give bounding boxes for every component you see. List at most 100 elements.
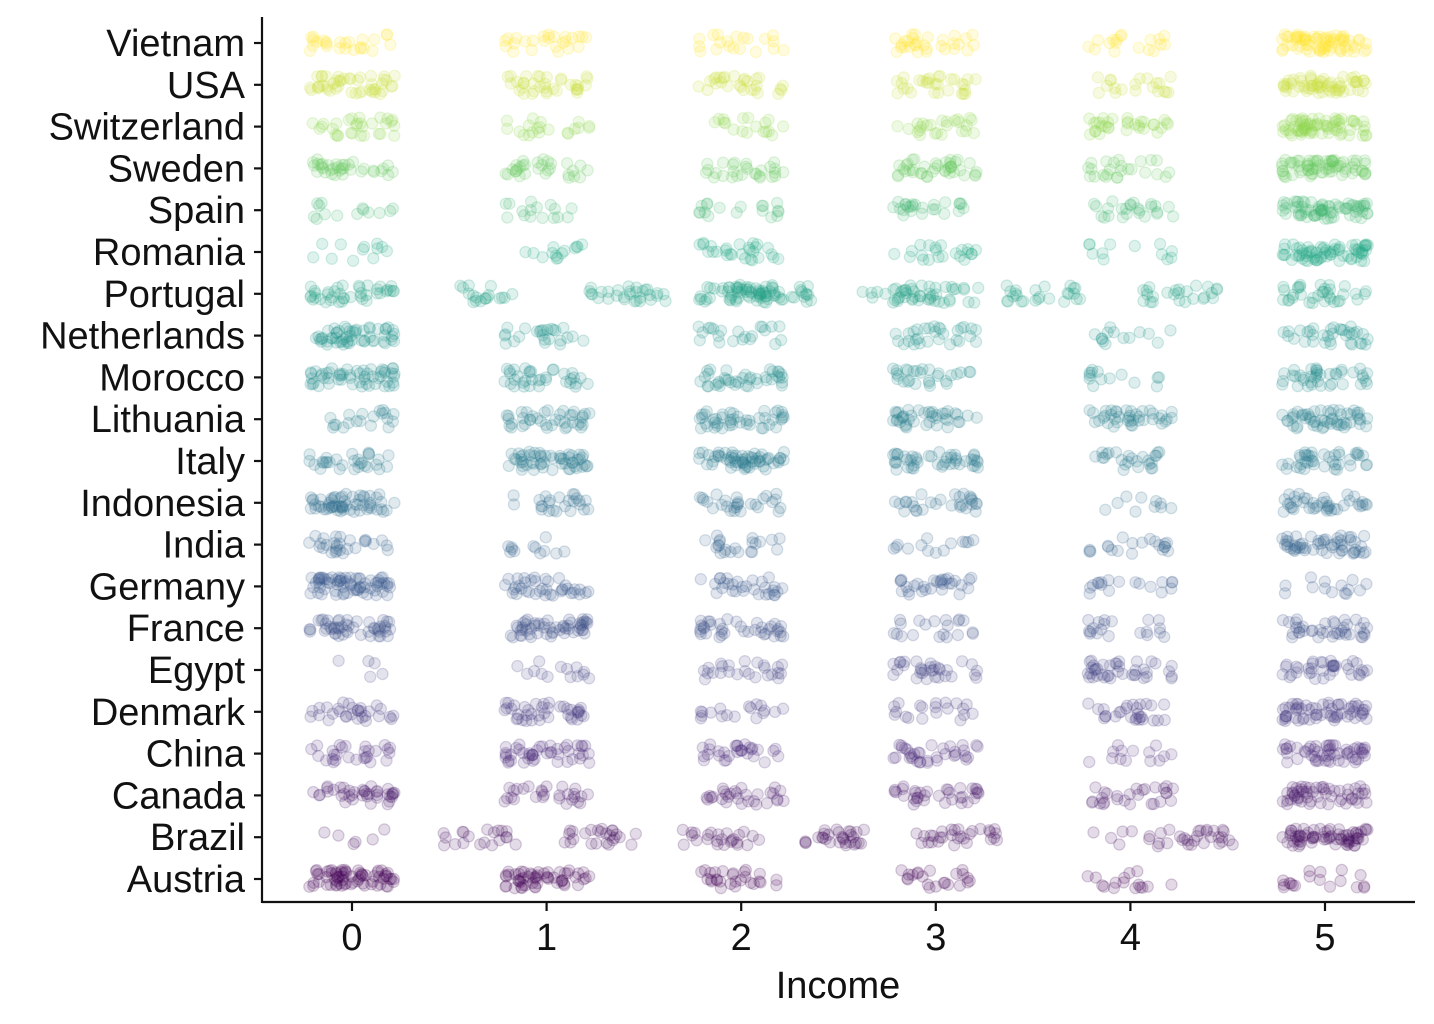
data-point-vietnam-x5 [1300,43,1313,56]
data-point-canada-x1 [498,795,511,808]
data-point-vietnam-x2 [693,40,706,53]
data-point-canada-x0 [365,780,378,793]
data-point-canada-x5 [1276,795,1290,808]
data-point-portugal-offgrid [923,280,936,293]
data-point-canada-x2 [735,797,748,811]
data-point-brazil-offgrid [833,836,846,849]
data-point-egypt-x3 [887,657,900,671]
data-point-vietnam-x5 [1324,30,1337,43]
data-point-denmark-x5 [1332,698,1345,711]
data-point-china-x2 [696,741,710,754]
data-point-lithuania-x1 [578,407,592,421]
data-point-usa-x0 [343,71,356,85]
data-point-morocco-x2 [776,371,789,384]
data-point-austria-x1 [525,868,539,881]
data-point-indonesia-x2 [769,493,782,506]
data-point-canada-x2 [728,785,742,798]
data-point-france-x2 [694,627,708,641]
data-point-china-x3 [970,739,983,752]
data-point-netherlands-x3 [932,333,946,346]
data-point-sweden-x4 [1121,162,1135,176]
data-point-usa-x0 [386,79,399,93]
y-tick-label-indonesia: Indonesia [80,483,246,525]
data-point-indonesia-x5 [1288,490,1302,503]
data-point-morocco-x3 [963,365,976,378]
data-point-china-x0 [383,741,397,754]
data-point-china-x0 [358,745,371,758]
data-point-brazil-x5 [1284,827,1297,840]
data-point-vietnam-x1 [507,45,520,59]
data-point-canada-x4 [1166,782,1180,795]
data-point-egypt-x1 [511,659,524,673]
data-point-denmark-x0 [374,702,387,716]
data-point-lithuania-x0 [350,415,363,428]
data-point-italy-x5 [1282,457,1295,470]
data-point-switzerland-x4 [1137,122,1151,135]
data-point-usa-x0 [355,85,369,98]
data-point-usa-x5 [1322,77,1335,91]
data-point-netherlands-x4 [1104,321,1117,334]
data-point-austria-x0 [331,871,344,885]
data-point-austria-x1 [555,875,568,888]
data-point-brazil-offgrid [676,823,690,837]
data-point-china-x2 [731,745,744,759]
data-point-china-x3 [903,751,916,765]
data-point-china-x1 [499,746,512,760]
data-point-egypt-x3 [968,668,982,682]
data-point-canada-x4 [1110,789,1124,803]
data-point-sweden-x5 [1335,168,1349,182]
data-point-brazil-x5 [1293,838,1307,851]
data-point-germany-x5 [1318,582,1332,595]
data-point-switzerland-x3 [948,114,962,127]
data-point-denmark-x2 [720,709,734,722]
data-point-brazil-x5 [1359,822,1372,836]
data-point-portugal-x3 [972,281,985,295]
data-point-austria-x4 [1136,881,1149,894]
data-point-china-x1 [558,741,572,754]
data-point-morocco-x1 [564,372,578,386]
data-point-canada-x3 [961,796,974,809]
data-point-austria-x0 [310,863,323,877]
data-point-brazil-x5 [1318,826,1332,839]
data-point-canada-x0 [385,790,399,804]
data-point-austria-x2 [729,875,742,888]
data-point-canada-x3 [911,791,925,804]
data-point-china-x5 [1322,739,1335,752]
data-point-china-x1 [499,740,513,754]
data-point-brazil-offgrid [629,827,643,841]
data-point-china-x5 [1299,746,1312,759]
data-point-romania-x0 [334,238,347,251]
data-point-austria-x0 [385,872,398,886]
data-point-china-x1 [582,747,595,761]
data-point-denmark-x1 [561,702,574,716]
data-point-austria-x0 [307,876,320,890]
data-point-canada-x4 [1157,782,1171,795]
data-point-canada-x0 [381,788,395,801]
data-point-germany-x2 [694,573,708,586]
data-point-vietnam-x3 [947,37,961,50]
data-point-austria-x3 [911,866,925,879]
data-point-brazil-offgrid [727,833,740,846]
data-point-austria-x3 [953,879,967,892]
data-point-austria-x1 [540,871,554,884]
data-point-switzerland-x3 [963,111,977,125]
data-point-morocco-x5 [1276,378,1289,391]
data-point-germany-x1 [498,578,512,592]
data-point-denmark-x5 [1309,712,1323,725]
data-point-canada-x5 [1349,793,1362,806]
data-point-canada-x0 [337,787,351,801]
data-point-austria-x1 [508,881,521,895]
data-point-denmark-x0 [387,709,400,723]
data-point-romania-x3 [888,247,901,261]
data-point-morocco-x0 [364,363,378,376]
data-point-china-x1 [533,740,546,753]
data-point-switzerland-x0 [388,119,401,133]
data-point-switzerland-x4 [1161,118,1175,131]
data-point-china-x4 [1111,739,1125,752]
data-point-canada-x1 [569,782,582,795]
data-point-brazil-x5 [1293,829,1306,842]
data-point-brazil-offgrid [819,832,832,846]
data-point-austria-x1 [562,864,576,877]
data-point-canada-x3 [970,787,983,800]
data-point-usa-x1 [540,70,554,84]
